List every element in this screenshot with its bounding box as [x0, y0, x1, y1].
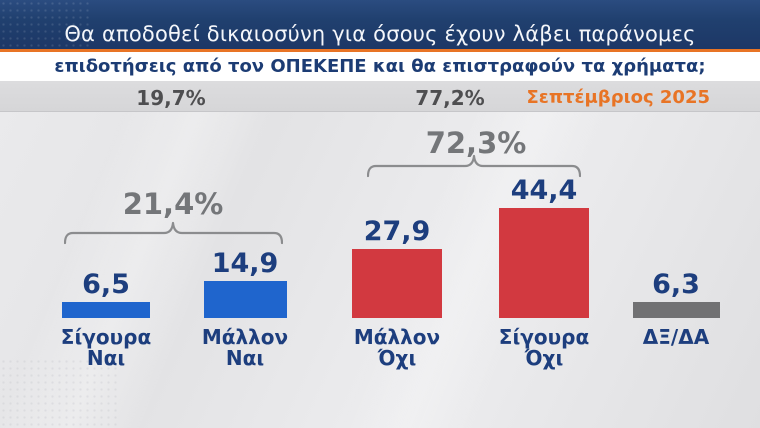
bar-value-probably-yes: 14,9	[211, 248, 279, 279]
subtitle-band: επιδοτήσεις από τον ΟΠΕΚΕΠΕ και θα επιστ…	[0, 52, 760, 81]
footer: OPEN BEYOND MRB	[0, 388, 760, 428]
bar-value-certainly-no: 44,4	[510, 175, 578, 206]
page-title-line1: Θα αποδοθεί δικαιοσύνη για όσους έχουν λ…	[64, 22, 696, 46]
bar-probably-yes	[203, 281, 287, 318]
bar-certainly-yes	[62, 302, 150, 318]
bracket-no-group	[367, 154, 581, 178]
no-total-value: 77,2%	[415, 86, 485, 110]
title-banner: Θα αποδοθεί δικαιοσύνη για όσους έχουν λ…	[0, 0, 760, 49]
totals-band: 19,7% 77,2% Σεπτέμβριος 2025	[0, 81, 760, 112]
bar-label-probably-no: Μάλλον Όχι	[353, 325, 441, 370]
bar-label-probably-yes: Μάλλον Ναι	[201, 325, 289, 370]
bar-label-certainly-yes: Σίγουρα Ναι	[60, 325, 152, 370]
bar-label-dont-know: ΔΞ/ΔΑ	[642, 325, 710, 349]
bar-probably-no	[352, 249, 442, 318]
bar-value-probably-no: 27,9	[363, 216, 431, 247]
bar-dont-know	[632, 302, 720, 318]
bar-value-certainly-yes: 6,5	[82, 269, 130, 300]
bar-label-certainly-no: Σίγουρα Όχι	[498, 325, 590, 370]
bar-certainly-no	[499, 208, 589, 318]
bar-value-dont-know: 6,3	[652, 269, 700, 300]
accent-divider	[0, 49, 760, 52]
group-total-no: 72,3%	[425, 126, 527, 160]
page-title-line2: επιδοτήσεις από τον ΟΠΕΚΕΠΕ και θα επιστ…	[54, 56, 706, 77]
bracket-yes-group	[64, 221, 283, 245]
yes-total-value: 19,7%	[136, 86, 206, 110]
group-total-yes: 21,4%	[122, 187, 224, 221]
survey-date-label: Σεπτέμβριος 2025	[526, 87, 711, 108]
